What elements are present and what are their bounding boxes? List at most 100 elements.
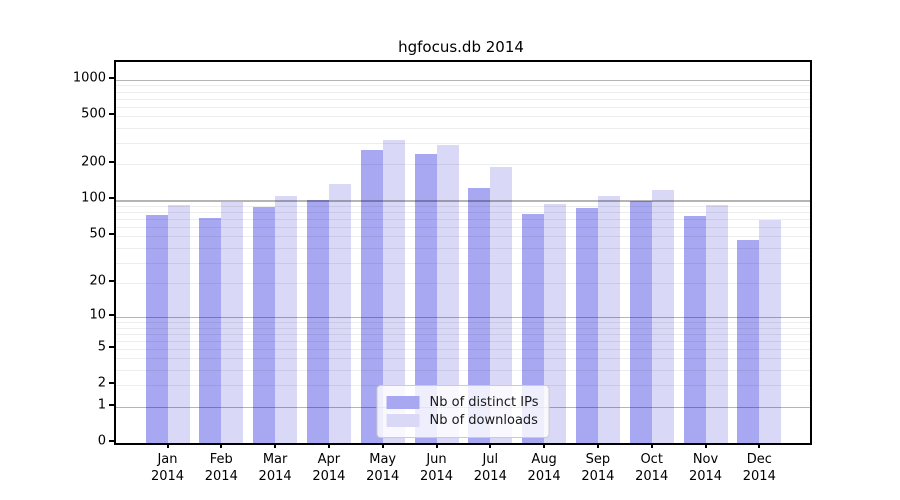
minor-gridline-3 — [116, 370, 810, 372]
bar-downloads-may — [382, 139, 405, 443]
x-tick-mark-jan — [166, 443, 169, 448]
major-gridline-1000 — [116, 79, 810, 82]
y-tick-label-10: 10 — [89, 307, 106, 323]
y-tick-mark-50 — [109, 233, 114, 236]
x-tick-label-feb: Feb 2014 — [204, 452, 238, 484]
y-tick-label-1000: 1000 — [72, 70, 106, 86]
legend-entry-downloads: Nb of downloads — [386, 413, 539, 428]
legend-label-downloads: Nb of downloads — [429, 413, 538, 428]
y-tick-label-100: 100 — [81, 190, 106, 206]
legend-swatch-distinct-ips — [386, 396, 420, 409]
chart-title: hgfocus.db 2014 — [398, 38, 524, 56]
y-tick-label-200: 200 — [81, 154, 106, 170]
bar-downloads-jul — [490, 167, 513, 443]
minor-gridline-90 — [116, 205, 810, 207]
x-tick-mark-aug — [543, 443, 546, 448]
bar-downloads-jun — [436, 144, 459, 443]
minor-gridline-70 — [116, 218, 810, 220]
plot-area: Nb of distinct IPs Nb of downloads — [114, 60, 812, 445]
minor-gridline-600 — [116, 106, 810, 108]
x-tick-mark-jul — [489, 443, 492, 448]
minor-gridline-200 — [116, 164, 810, 166]
minor-gridline-800 — [116, 91, 810, 93]
major-gridline-100 — [116, 200, 810, 202]
bar-distinct-ips-jan — [145, 214, 168, 443]
minor-gridline-300 — [116, 143, 810, 145]
x-tick-mark-dec — [758, 443, 761, 448]
x-tick-mark-nov — [704, 443, 707, 448]
bar-distinct-ips-jun — [414, 154, 437, 443]
bar-downloads-sep — [597, 196, 620, 443]
minor-gridline-700 — [116, 98, 810, 100]
x-tick-label-mar: Mar 2014 — [258, 452, 292, 484]
x-tick-label-oct: Oct 2014 — [635, 452, 669, 484]
bar-distinct-ips-dec — [737, 239, 760, 443]
y-tick-mark-2 — [109, 382, 114, 385]
minor-gridline-50 — [116, 236, 810, 238]
y-tick-mark-10 — [109, 313, 114, 316]
bar-distinct-ips-feb — [199, 218, 222, 443]
x-tick-mark-sep — [596, 443, 599, 448]
x-tick-label-jan: Jan 2014 — [150, 452, 185, 484]
bar-distinct-ips-jul — [468, 188, 491, 443]
minor-gridline-900 — [116, 85, 810, 87]
bar-downloads-nov — [705, 204, 728, 443]
minor-gridline-6 — [116, 340, 810, 342]
legend-label-distinct-ips: Nb of distinct IPs — [429, 395, 539, 410]
bar-distinct-ips-apr — [306, 200, 329, 443]
y-tick-mark-100 — [109, 197, 114, 200]
y-tick-mark-1 — [109, 403, 114, 406]
x-tick-label-sep: Sep 2014 — [581, 452, 615, 484]
legend: Nb of distinct IPs Nb of downloads — [376, 385, 550, 438]
x-tick-mark-mar — [274, 443, 277, 448]
bar-downloads-aug — [544, 204, 567, 443]
major-gridline-10 — [116, 316, 810, 319]
y-tick-mark-0 — [109, 440, 114, 442]
minor-gridline-9 — [116, 322, 810, 323]
x-tick-label-apr: Apr 2014 — [312, 452, 346, 484]
x-tick-label-nov: Nov 2014 — [688, 452, 723, 484]
y-tick-label-50: 50 — [89, 226, 106, 242]
minor-gridline-400 — [116, 128, 810, 130]
y-tick-mark-500 — [109, 113, 114, 116]
y-tick-label-0: 0 — [97, 433, 106, 449]
bar-downloads-feb — [221, 201, 244, 443]
y-tick-label-20: 20 — [89, 273, 106, 289]
x-tick-label-may: May 2014 — [366, 452, 400, 484]
y-tick-mark-1000 — [109, 76, 114, 79]
x-tick-label-aug: Aug 2014 — [527, 452, 561, 484]
bar-downloads-apr — [328, 183, 351, 443]
bar-distinct-ips-nov — [683, 216, 706, 443]
minor-gridline-40 — [116, 247, 810, 249]
x-tick-mark-may — [381, 443, 384, 448]
bar-distinct-ips-may — [360, 149, 383, 443]
minor-gridline-80 — [116, 212, 810, 214]
minor-gridline-500 — [116, 116, 810, 118]
x-tick-label-jun: Jun 2014 — [419, 452, 454, 484]
x-tick-mark-apr — [327, 443, 330, 448]
x-tick-label-jul: Jul 2014 — [473, 452, 507, 484]
minor-gridline-8 — [116, 327, 810, 329]
y-tick-mark-20 — [109, 280, 114, 282]
minor-gridline-60 — [116, 226, 810, 228]
bar-downloads-mar — [275, 195, 298, 443]
bar-downloads-jan — [167, 204, 190, 443]
y-tick-label-5: 5 — [97, 339, 106, 355]
legend-swatch-downloads — [386, 414, 420, 427]
y-tick-label-2: 2 — [97, 375, 106, 391]
y-tick-mark-200 — [109, 161, 114, 164]
minor-gridline-4 — [116, 358, 810, 360]
bar-downloads-dec — [759, 219, 782, 443]
x-tick-mark-feb — [220, 443, 223, 448]
x-tick-label-dec: Dec 2014 — [742, 452, 776, 484]
minor-gridline-20 — [116, 283, 810, 284]
y-tick-mark-5 — [109, 345, 114, 348]
bar-distinct-ips-sep — [575, 207, 598, 443]
x-tick-mark-jun — [435, 443, 438, 448]
minor-gridline-7 — [116, 333, 810, 335]
y-tick-label-1: 1 — [97, 397, 106, 413]
bar-distinct-ips-mar — [253, 206, 276, 443]
minor-gridline-5 — [116, 348, 810, 350]
bar-distinct-ips-oct — [629, 201, 652, 443]
